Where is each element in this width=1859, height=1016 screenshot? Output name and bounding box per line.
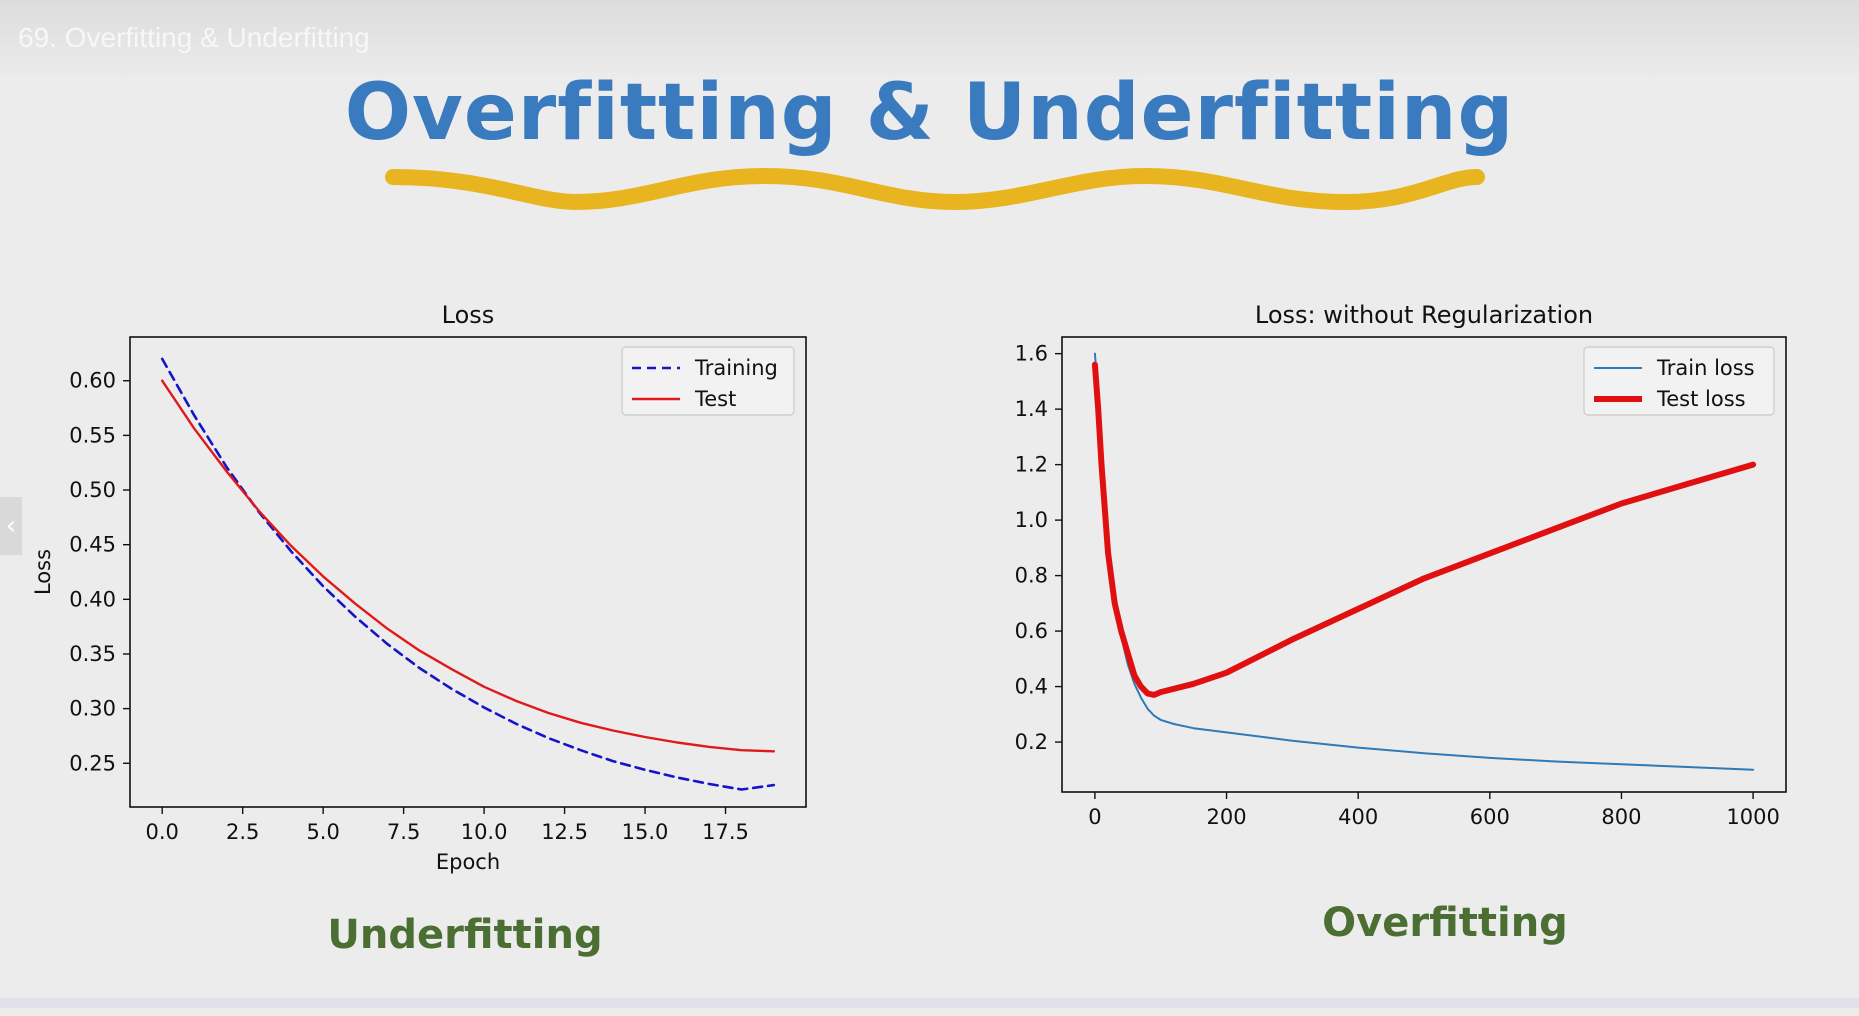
series-line-test	[160, 379, 775, 753]
y-tick-label: 0.55	[69, 423, 116, 447]
y-tick-label: 0.45	[69, 533, 116, 557]
x-tick-label: 800	[1601, 805, 1641, 829]
y-tick-label: 0.50	[69, 478, 116, 502]
y-tick-label: 1.0	[1015, 508, 1048, 532]
x-axis-label: Epoch	[436, 850, 500, 874]
y-tick-label: 0.25	[69, 751, 116, 775]
legend-label: Test loss	[1656, 387, 1746, 411]
x-tick-label: 600	[1470, 805, 1510, 829]
x-tick-label: 0	[1088, 805, 1101, 829]
legend-label: Train loss	[1656, 356, 1755, 380]
chart-title: Loss: without Regularization	[1255, 301, 1593, 329]
y-tick-label: 0.60	[69, 369, 116, 393]
y-axis-label: Loss	[31, 549, 55, 595]
slide-title: Overfitting & Underfitting	[344, 68, 1515, 158]
x-tick-label: 400	[1338, 805, 1378, 829]
series-line-train-loss	[1093, 352, 1755, 771]
series-line-test-loss	[1091, 361, 1757, 698]
x-tick-label: 12.5	[541, 820, 588, 844]
x-tick-label: 0.0	[145, 820, 178, 844]
video-header	[0, 0, 1859, 80]
series-line-training	[160, 357, 776, 791]
title-underline-wave	[385, 167, 1485, 211]
y-tick-label: 0.2	[1015, 730, 1048, 754]
y-tick-label: 0.4	[1015, 675, 1048, 699]
plot-frame	[129, 336, 807, 808]
x-tick-label: 200	[1206, 805, 1246, 829]
x-tick-label: 2.5	[226, 820, 259, 844]
y-tick-label: 1.2	[1015, 453, 1048, 477]
y-tick-label: 0.6	[1015, 619, 1048, 643]
x-tick-label: 1000	[1726, 805, 1779, 829]
x-tick-label: 10.0	[461, 820, 508, 844]
y-tick-label: 0.35	[69, 642, 116, 666]
overfitting-caption: Overfitting	[1322, 900, 1568, 946]
legend-label: Training	[694, 356, 778, 380]
video-progress-bar[interactable]	[0, 998, 1859, 1008]
overfitting-loss-chart: Loss: without Regularization 0 200 400 600 80…	[1015, 301, 1787, 829]
y-tick-label: 0.8	[1015, 564, 1048, 588]
underfitting-loss-chart: Loss 0.0 2.5 5.0 7.5 10.0 12.5 15.0 17.5 0.25 0.30…	[31, 301, 807, 874]
chart-title: Loss	[442, 301, 495, 329]
underfitting-caption: Underfitting	[327, 912, 603, 958]
previous-slide-button[interactable]: ‹	[0, 497, 22, 555]
x-tick-label: 15.0	[622, 820, 669, 844]
y-tick-label: 1.4	[1015, 397, 1048, 421]
chevron-left-icon: ‹	[5, 511, 17, 541]
y-tick-label: 0.40	[69, 587, 116, 611]
y-tick-label: 1.6	[1015, 342, 1048, 366]
x-tick-label: 7.5	[387, 820, 420, 844]
plot-frame	[1061, 336, 1787, 793]
x-tick-label: 5.0	[306, 820, 339, 844]
video-title: 69. Overfitting & Underfitting	[18, 22, 370, 53]
y-tick-label: 0.30	[69, 697, 116, 721]
legend-label: Test	[694, 387, 736, 411]
x-tick-label: 17.5	[702, 820, 749, 844]
